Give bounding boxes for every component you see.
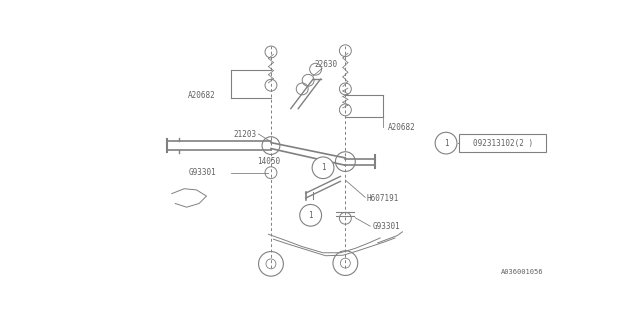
Text: 21203: 21203 <box>233 130 256 139</box>
Text: 092313102(2 ): 092313102(2 ) <box>473 139 533 148</box>
Ellipse shape <box>312 157 334 179</box>
Text: 22630: 22630 <box>314 60 337 69</box>
Text: 1: 1 <box>308 211 313 220</box>
Text: A20682: A20682 <box>388 123 415 132</box>
Text: A20682: A20682 <box>188 91 216 100</box>
Text: 1: 1 <box>321 163 325 172</box>
Text: G93301: G93301 <box>188 168 216 177</box>
Text: 14050: 14050 <box>257 157 280 166</box>
Text: 1: 1 <box>444 139 449 148</box>
Text: H607191: H607191 <box>367 194 399 203</box>
Ellipse shape <box>300 204 321 226</box>
Ellipse shape <box>435 132 457 154</box>
Text: G93301: G93301 <box>372 222 401 231</box>
Text: A036001056: A036001056 <box>501 269 544 275</box>
Bar <box>460 134 547 152</box>
